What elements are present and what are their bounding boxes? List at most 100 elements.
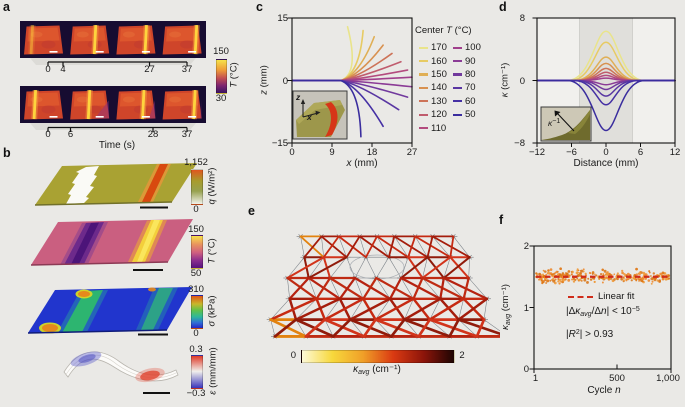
x-tick: 12 (669, 147, 681, 158)
strain-colorbar (191, 355, 203, 389)
legend-entry: 170 (419, 41, 447, 54)
legend-swatch (419, 126, 428, 130)
var: n (615, 385, 621, 396)
axis-ticks (532, 17, 676, 147)
legend-entry: 120 (419, 108, 447, 121)
legend-swatch (419, 86, 428, 89)
x-tick: 0 (603, 147, 609, 158)
panel-label-d: d (499, 0, 507, 14)
x-tick: −12 (528, 147, 546, 158)
cb-max: 2 (459, 349, 465, 361)
cb-max: 0.3 (189, 343, 203, 355)
cb-min: 0 (193, 327, 199, 339)
var: κ (499, 92, 511, 98)
legend-entry: 80 (453, 68, 481, 81)
slope-annotation: |Δκavg/Δn| < 10−5 (566, 306, 640, 318)
cb-min: 0 (290, 349, 296, 361)
legend-swatch (453, 113, 462, 116)
legend-label: 60 (465, 95, 476, 107)
r-squared-annotation: |R2| > 0.93 (566, 329, 614, 340)
x-tick: 6 (637, 147, 644, 158)
var: z (258, 90, 270, 95)
var: T (206, 257, 218, 264)
panel-a-thermal-image-series (20, 21, 206, 132)
time-tick: 0 (45, 129, 51, 140)
y-tick: −8 (514, 137, 525, 149)
legend-entry: 160 (419, 54, 447, 67)
y-tick: 15 (277, 13, 288, 24)
panel-label-a: a (3, 0, 10, 14)
legend-swatch (453, 59, 462, 63)
legend-swatch (453, 86, 462, 89)
x-tick: 27 (406, 147, 418, 158)
stress-colorbar (191, 295, 203, 329)
time-tick: 28 (147, 129, 159, 140)
cb-max: 310 (188, 283, 204, 295)
panel-label-e: e (248, 204, 255, 218)
axis-ticks (529, 245, 672, 373)
legend-label: 90 (465, 55, 476, 67)
inset-curvature-label: κ−1 (548, 118, 561, 128)
unit: (cm⁻¹) (369, 364, 401, 375)
strain-surface-map (63, 351, 179, 394)
time-tick: 37 (181, 63, 193, 75)
y-tick: 1 (523, 302, 529, 314)
panel-label-c: c (256, 0, 263, 14)
y-axis-label: κ (cm⁻¹) (500, 63, 511, 98)
unit: (°C) (451, 25, 472, 36)
legend-label: 150 (431, 68, 447, 80)
unit: (cm⁻¹) (499, 62, 511, 93)
unit: (°C) (228, 62, 240, 82)
legend-entry: 70 (453, 81, 481, 94)
cb-max: 150 (188, 223, 204, 235)
x-axis-label: Distance (mm) (573, 158, 639, 169)
scale-bar (143, 392, 170, 394)
scale-bar (140, 206, 168, 209)
sub: avg (358, 369, 370, 376)
legend-entry: 60 (453, 95, 481, 108)
var: σ (206, 320, 218, 327)
legend-column-left: 170 160 150 140 130 120 110 (419, 41, 447, 135)
legend-label: 70 (465, 82, 476, 94)
legend-label: 50 (465, 109, 476, 121)
panel-f-cycling-plot (529, 245, 672, 373)
colorbar-min: 30 (215, 93, 227, 104)
y-axis-label: z (mm) (259, 65, 270, 95)
unit: (cm⁻¹) (500, 284, 511, 314)
x-tick: 500 (609, 373, 625, 384)
temperature-surface-map (30, 219, 193, 271)
panel-e-lattice-render (266, 234, 500, 339)
scale-bar (138, 333, 168, 336)
inset-arrow (556, 112, 575, 132)
time-tick: 6 (67, 129, 74, 140)
legend-entry: 130 (419, 95, 447, 108)
legend-swatch (419, 46, 428, 49)
curvature-colorbar (301, 350, 455, 363)
var: κ (353, 364, 359, 375)
unit: (°C) (206, 238, 218, 258)
pre: Cycle (587, 385, 616, 396)
x-axis-label: x (mm) (346, 158, 377, 169)
var: κ (500, 325, 511, 330)
legend-label: 110 (431, 122, 447, 134)
legend-entry: 100 (453, 41, 481, 54)
temperature-colorbar (216, 59, 227, 94)
legend-label: 140 (431, 82, 447, 94)
pre: Center (415, 25, 447, 36)
cb-label: κavg (cm⁻¹) (353, 364, 401, 376)
legend-label: 160 (431, 55, 447, 67)
cb-label: q (W/m²) (207, 168, 218, 205)
time-tick: 0 (45, 63, 51, 75)
panel-c-inset-photo (292, 90, 348, 140)
var: T (228, 81, 240, 88)
legend-swatch (419, 59, 428, 63)
legend-swatch (453, 46, 462, 49)
cb-max: 1,152 (184, 157, 208, 168)
y-tick: 8 (519, 13, 525, 24)
x-tick: −6 (566, 147, 577, 158)
time-tick: 27 (144, 63, 155, 75)
panel-label-b: b (3, 146, 11, 160)
time-tick: 4 (60, 63, 66, 75)
temperature-colorbar-b (191, 235, 203, 269)
sub: avg (505, 313, 512, 326)
